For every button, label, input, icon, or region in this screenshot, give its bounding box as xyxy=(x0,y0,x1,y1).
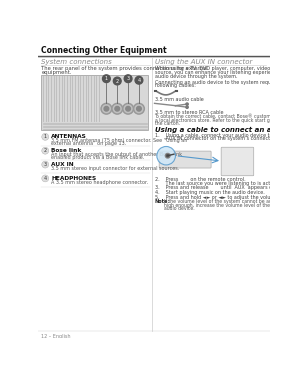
Text: 3.5 mm FM antenna (75 ohm) connector. See “Using an: 3.5 mm FM antenna (75 ohm) connector. Se… xyxy=(52,138,188,143)
Text: 2: 2 xyxy=(116,79,119,84)
Text: The rear panel of the system provides connections for external: The rear panel of the system provides co… xyxy=(41,66,208,71)
Text: 2: 2 xyxy=(44,148,47,153)
Text: HEADPHONES: HEADPHONES xyxy=(52,176,97,181)
Circle shape xyxy=(42,175,49,182)
Circle shape xyxy=(124,105,132,112)
Circle shape xyxy=(157,146,176,165)
Text: audio device through the system.: audio device through the system. xyxy=(154,74,237,79)
Circle shape xyxy=(112,103,123,114)
Text: external antenna” on page 13.: external antenna” on page 13. xyxy=(52,141,127,146)
Text: ANTENNAS: ANTENNAS xyxy=(52,134,87,139)
Circle shape xyxy=(126,106,130,111)
Text: 1.    Using a cable, connect your audio device to the: 1. Using a cable, connect your audio dev… xyxy=(154,133,282,138)
Circle shape xyxy=(167,155,169,157)
Circle shape xyxy=(113,105,121,112)
Text: 4: 4 xyxy=(137,78,140,83)
Circle shape xyxy=(123,103,134,114)
Text: An input that accepts the output of another Bose link: An input that accepts the output of anot… xyxy=(52,152,182,157)
Circle shape xyxy=(103,75,110,82)
Circle shape xyxy=(135,76,143,84)
FancyBboxPatch shape xyxy=(41,75,148,130)
Circle shape xyxy=(165,154,170,158)
Text: The last source you were listening to is active.: The last source you were listening to is… xyxy=(154,181,278,186)
Circle shape xyxy=(186,106,188,108)
Text: Bose link: Bose link xyxy=(52,148,82,153)
Text: AUX IN: AUX IN xyxy=(52,162,74,167)
Text: 4.    Start playing music on the audio device.: 4. Start playing music on the audio devi… xyxy=(154,190,264,195)
Text: If the volume level of the system cannot be adjusted: If the volume level of the system cannot… xyxy=(164,199,286,204)
Text: the carton.: the carton. xyxy=(154,121,180,126)
Text: To obtain the correct cable, contact Bose® customer service or visit: To obtain the correct cable, contact Bos… xyxy=(154,114,300,119)
Text: 3.5 mm stereo input connector for external sources.: 3.5 mm stereo input connector for extern… xyxy=(52,166,180,171)
Text: Connecting an audio device to the system requires one of the: Connecting an audio device to the system… xyxy=(154,80,300,85)
Text: 1: 1 xyxy=(44,135,47,139)
Text: 1: 1 xyxy=(105,76,108,81)
Text: 2.    Press        on the remote control.: 2. Press on the remote control. xyxy=(154,177,245,182)
Text: 5.    Press and hold ◄► or ◄► to adjust the volume.: 5. Press and hold ◄► or ◄► to adjust the… xyxy=(154,195,279,200)
Circle shape xyxy=(104,106,109,111)
Text: Note:: Note: xyxy=(154,199,170,204)
Text: a local electronics store. Refer to the quick start guide in: a local electronics store. Refer to the … xyxy=(154,117,285,123)
Text: 3: 3 xyxy=(127,76,130,81)
Text: audio device.: audio device. xyxy=(164,206,195,211)
Circle shape xyxy=(135,105,143,112)
Circle shape xyxy=(103,105,110,112)
Circle shape xyxy=(42,161,49,168)
Text: following cables:: following cables: xyxy=(154,84,195,89)
Text: 3.5 mm to stereo RCA cable: 3.5 mm to stereo RCA cable xyxy=(154,109,223,114)
Text: Using a cable to connect an audio device: Using a cable to connect an audio device xyxy=(154,127,300,133)
Text: 4: 4 xyxy=(44,176,47,181)
Text: high enough, increase the volume level of the connected: high enough, increase the volume level o… xyxy=(164,203,295,207)
Text: AUX IN connector on the system’s connector panel.: AUX IN connector on the system’s connect… xyxy=(154,136,291,141)
Text: 12 – English: 12 – English xyxy=(41,334,71,339)
Text: 3: 3 xyxy=(44,162,47,167)
FancyBboxPatch shape xyxy=(159,151,211,168)
Text: When using a TV, DVD player, computer, video game or other audio: When using a TV, DVD player, computer, v… xyxy=(154,66,300,71)
Text: Connecting Other Equipment: Connecting Other Equipment xyxy=(41,46,167,55)
Text: 3.5 mm audio cable: 3.5 mm audio cable xyxy=(154,97,203,102)
Text: System connections: System connections xyxy=(41,59,112,65)
Text: enabled product via a Bose link cable.: enabled product via a Bose link cable. xyxy=(52,155,145,160)
Text: equipment.: equipment. xyxy=(41,70,72,75)
Circle shape xyxy=(134,103,144,114)
Circle shape xyxy=(42,133,49,140)
Circle shape xyxy=(115,106,120,111)
Circle shape xyxy=(101,103,112,114)
Text: source, you can enhance your listening experience by playing the: source, you can enhance your listening e… xyxy=(154,70,300,75)
Circle shape xyxy=(124,75,132,82)
FancyBboxPatch shape xyxy=(221,147,254,176)
Circle shape xyxy=(113,77,121,85)
Text: Using the AUX IN connector: Using the AUX IN connector xyxy=(154,59,252,65)
Circle shape xyxy=(136,106,141,111)
Circle shape xyxy=(42,147,49,154)
Circle shape xyxy=(186,103,188,105)
Text: 3.    Press and release        until  AUX  appears on the display.: 3. Press and release until AUX appears o… xyxy=(154,185,300,190)
Text: A 3.5 mm stereo headphone connector.: A 3.5 mm stereo headphone connector. xyxy=(52,180,148,185)
